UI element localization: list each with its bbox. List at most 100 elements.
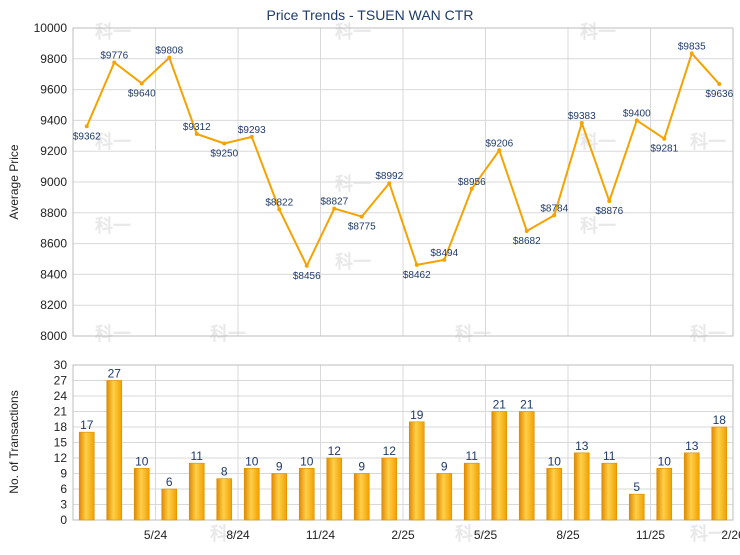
price-y-tick-label: 8600 [40, 237, 67, 251]
price-data-label: $8682 [513, 236, 541, 247]
watermark-mark: 科一 [690, 323, 726, 344]
transaction-bar-label: 21 [520, 398, 534, 412]
transaction-bar [381, 457, 398, 521]
x-tick-label: 2/26 [721, 528, 740, 542]
transaction-bar-label: 10 [548, 454, 562, 468]
price-data-label: $9312 [183, 122, 211, 133]
price-data-label: $8494 [430, 248, 458, 259]
transaction-bar-label: 10 [658, 454, 672, 468]
price-series-line [85, 52, 721, 267]
price-data-label: $9293 [238, 125, 266, 136]
price-point [194, 131, 199, 136]
price-point [497, 148, 502, 153]
transactions-y-tick-label: 3 [60, 498, 67, 512]
watermark-mark: 科一 [95, 215, 131, 236]
x-tick-label: 2/25 [391, 528, 415, 542]
transactions-y-tick-label: 9 [60, 467, 67, 481]
transactions-y-tick-label: 6 [60, 482, 67, 496]
transactions-y-tick-label: 27 [54, 374, 68, 388]
watermark-mark: 科一 [580, 21, 616, 42]
price-data-label: $8784 [540, 203, 568, 214]
transaction-bar [573, 452, 590, 521]
transaction-bar-label: 11 [191, 449, 204, 463]
transaction-bar [133, 468, 150, 521]
watermark-mark: 科一 [210, 323, 246, 344]
transactions-y-tick-label: 18 [54, 420, 68, 434]
price-line-layer [85, 52, 721, 267]
transaction-bar [491, 411, 508, 521]
price-data-label: $9206 [485, 138, 513, 149]
price-y-tick-label: 10000 [34, 21, 68, 35]
transaction-bar-label: 13 [685, 439, 699, 453]
transaction-bar-label: 6 [166, 475, 173, 489]
x-tick-label: 5/24 [144, 528, 168, 542]
price-data-label: $9636 [705, 89, 733, 100]
x-axis-tick-labels: 5/24 8/24 11/24 2/25 5/25 8/25 11/25 2/26 [144, 528, 740, 542]
price-point [304, 263, 309, 268]
transaction-bar [298, 468, 315, 521]
watermark-mark: 科一 [335, 21, 371, 42]
transaction-bar [216, 478, 233, 521]
price-point [84, 124, 89, 129]
price-points [84, 51, 722, 268]
price-y-tick-label: 9400 [40, 113, 67, 127]
transaction-bar [518, 411, 535, 521]
transaction-bar [271, 473, 288, 521]
price-y-tick-label: 9800 [40, 52, 67, 66]
transaction-bar-label: 11 [466, 449, 479, 463]
watermark-mark: 科一 [455, 523, 491, 544]
price-data-label: $8775 [348, 222, 376, 233]
watermark-mark: 科一 [95, 21, 131, 42]
watermark-mark: 科一 [95, 131, 131, 152]
watermark-mark: 科一 [95, 323, 131, 344]
price-point [139, 81, 144, 86]
transaction-bar-label: 12 [383, 444, 397, 458]
price-point [387, 181, 392, 186]
transaction-bar [243, 468, 260, 521]
transaction-bar [711, 426, 728, 521]
transaction-bar [161, 488, 178, 521]
price-y-tick-label: 8800 [40, 206, 67, 220]
transaction-bar [78, 431, 95, 521]
price-data-label: $8956 [458, 177, 486, 188]
x-tick-label: 11/25 [636, 528, 665, 542]
watermark-mark: 科一 [210, 523, 246, 544]
transactions-y-tick-label: 12 [54, 451, 68, 465]
watermark-mark: 科一 [335, 251, 371, 272]
price-point [332, 206, 337, 211]
price-point [167, 55, 172, 60]
watermark-mark: 科一 [335, 173, 371, 194]
x-tick-label: 5/25 [474, 528, 498, 542]
price-data-label: $8462 [403, 270, 431, 281]
transaction-bar-label: 13 [575, 439, 589, 453]
transaction-bar-label: 27 [108, 367, 122, 381]
price-point [717, 82, 722, 87]
transactions-y-tick-label: 15 [54, 436, 68, 450]
price-data-label: $9362 [73, 131, 101, 142]
transaction-bar [463, 462, 480, 521]
x-tick-label: 8/24 [226, 528, 250, 542]
transaction-bar-label: 17 [80, 418, 94, 432]
price-point [359, 214, 364, 219]
transaction-bar [546, 468, 563, 521]
transaction-bar-label: 10 [135, 454, 149, 468]
transaction-bar [408, 421, 425, 521]
price-point [579, 121, 584, 126]
price-data-label: $9808 [155, 46, 183, 57]
transaction-bar [628, 493, 645, 521]
price-y-tick-label: 9600 [40, 83, 67, 97]
price-y-tick-label: 9000 [40, 175, 67, 189]
transaction-bar-label: 5 [633, 480, 640, 494]
price-data-label: $8992 [375, 171, 403, 182]
price-y-tick-label: 9200 [40, 144, 67, 158]
transactions-y-axis-title: No. of Transactions [7, 390, 21, 493]
transaction-bar [656, 468, 673, 521]
watermark-mark: 科一 [455, 323, 491, 344]
price-data-label: $9835 [678, 41, 706, 52]
transaction-bar-label: 19 [410, 408, 424, 422]
price-point [442, 257, 447, 262]
transaction-bar-labels: 17 27 10 6 11 8 10 9 10 12 9 12 19 9 11 21 21 10 13 11 5 10 13… [80, 367, 726, 495]
transactions-plot-frame [72, 364, 734, 521]
transaction-bar-label: 21 [493, 398, 507, 412]
